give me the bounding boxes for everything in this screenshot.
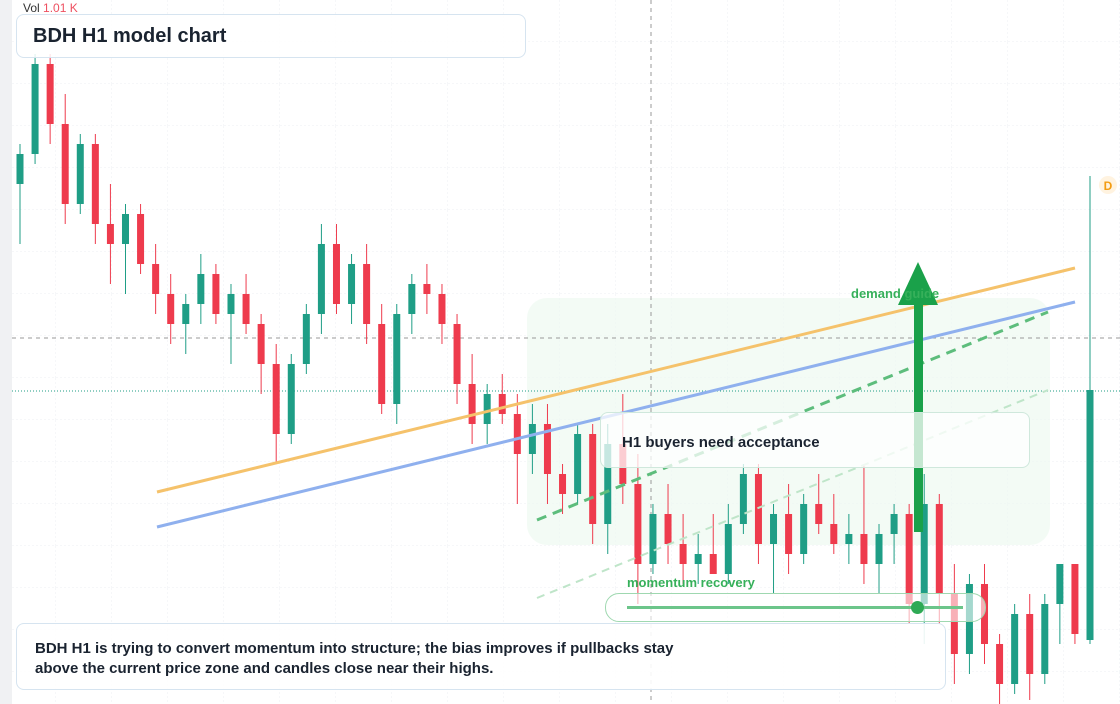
candle-body (815, 504, 823, 524)
candle-body (393, 314, 401, 404)
note-line: above the current price zone and candles… (35, 660, 494, 677)
candle-body (950, 594, 958, 654)
chart-title: BDH H1 model chart (33, 25, 227, 47)
candle-body (152, 264, 160, 294)
candle-body (574, 434, 582, 494)
candle-body (724, 524, 732, 574)
volume: Vol 1.01 K (23, 1, 78, 15)
candle-body (363, 264, 371, 324)
annotation: momentum recovery (627, 575, 755, 590)
candle-body (242, 294, 250, 324)
candle-body (679, 544, 687, 564)
candle-body (46, 64, 54, 124)
candle-body (423, 284, 431, 294)
annotation: demand guide (851, 286, 939, 301)
candle-body (408, 284, 416, 314)
candle-body (513, 414, 521, 454)
candle-body (604, 444, 612, 524)
candle-body (739, 474, 747, 524)
badge: D (1104, 179, 1113, 193)
candle-body (197, 274, 205, 304)
progress-track (627, 606, 963, 609)
candle-body (785, 514, 793, 554)
candle-body (996, 644, 1004, 684)
candle-body (106, 224, 114, 244)
annotation: H1 buyers need acceptance (622, 434, 820, 451)
candle-body (1056, 564, 1064, 604)
arrow-head (898, 262, 938, 305)
candle-body (91, 144, 99, 224)
candle-body (438, 294, 446, 324)
candle-body (76, 144, 84, 204)
candle-body (1071, 564, 1079, 634)
candle-body (61, 124, 69, 204)
candle-body (137, 214, 145, 264)
candle-body (317, 244, 325, 314)
candle-body (498, 394, 506, 414)
candle-body (830, 524, 838, 544)
candle-body (483, 394, 491, 424)
candle-body (664, 514, 672, 544)
candle-body (1026, 614, 1034, 674)
candle-body (875, 534, 883, 564)
candle-body (16, 154, 24, 184)
candle-body (332, 244, 340, 304)
candle-body (227, 294, 235, 314)
candle-body (1041, 604, 1049, 674)
candle-body (182, 304, 190, 324)
candle-body (257, 324, 265, 364)
candle-body (589, 434, 597, 524)
candle-body (754, 474, 762, 544)
candle-body (890, 514, 898, 534)
volume-label: Vol (23, 1, 40, 15)
candle-body (348, 264, 356, 304)
candle-body (905, 514, 913, 604)
candle-body (1086, 390, 1094, 640)
candle-body (800, 504, 808, 554)
note-box: BDH H1 is trying to convert momentum int… (16, 623, 946, 690)
label-box: H1 buyers need acceptance (600, 412, 1030, 468)
volume-value: 1.01 K (43, 1, 78, 15)
candle-body (31, 64, 39, 154)
badge-bg (1099, 176, 1117, 194)
candle-body (453, 324, 461, 384)
candle-body (528, 424, 536, 454)
candle-body (935, 504, 943, 594)
candle-body (634, 484, 642, 564)
candle-body (121, 214, 129, 244)
left-strip (0, 0, 12, 704)
dashed-guide-faint (536, 389, 1049, 599)
candle-body (709, 554, 717, 574)
candle-body (287, 364, 295, 434)
note: BDH H1 is trying to convert momentum int… (35, 639, 673, 679)
candle-body (845, 534, 853, 544)
candles (16, 54, 1094, 704)
candle-body (694, 554, 702, 564)
candle-body (468, 384, 476, 424)
progress-dot (911, 601, 924, 614)
candle-body (543, 424, 551, 474)
candle-body (860, 534, 868, 564)
candle-body (167, 294, 175, 324)
candle-body (649, 514, 657, 564)
title-box: BDH H1 model chart (16, 14, 526, 58)
candle-body (559, 474, 567, 494)
candle-body (1011, 614, 1019, 684)
candle-body (272, 364, 280, 434)
candle-body (770, 514, 778, 544)
candle-body (378, 324, 386, 404)
candle-body (212, 274, 220, 314)
note-line: BDH H1 is trying to convert momentum int… (35, 640, 674, 657)
candle-body (302, 314, 310, 364)
candle-body (920, 504, 928, 604)
progress-box (605, 593, 986, 622)
